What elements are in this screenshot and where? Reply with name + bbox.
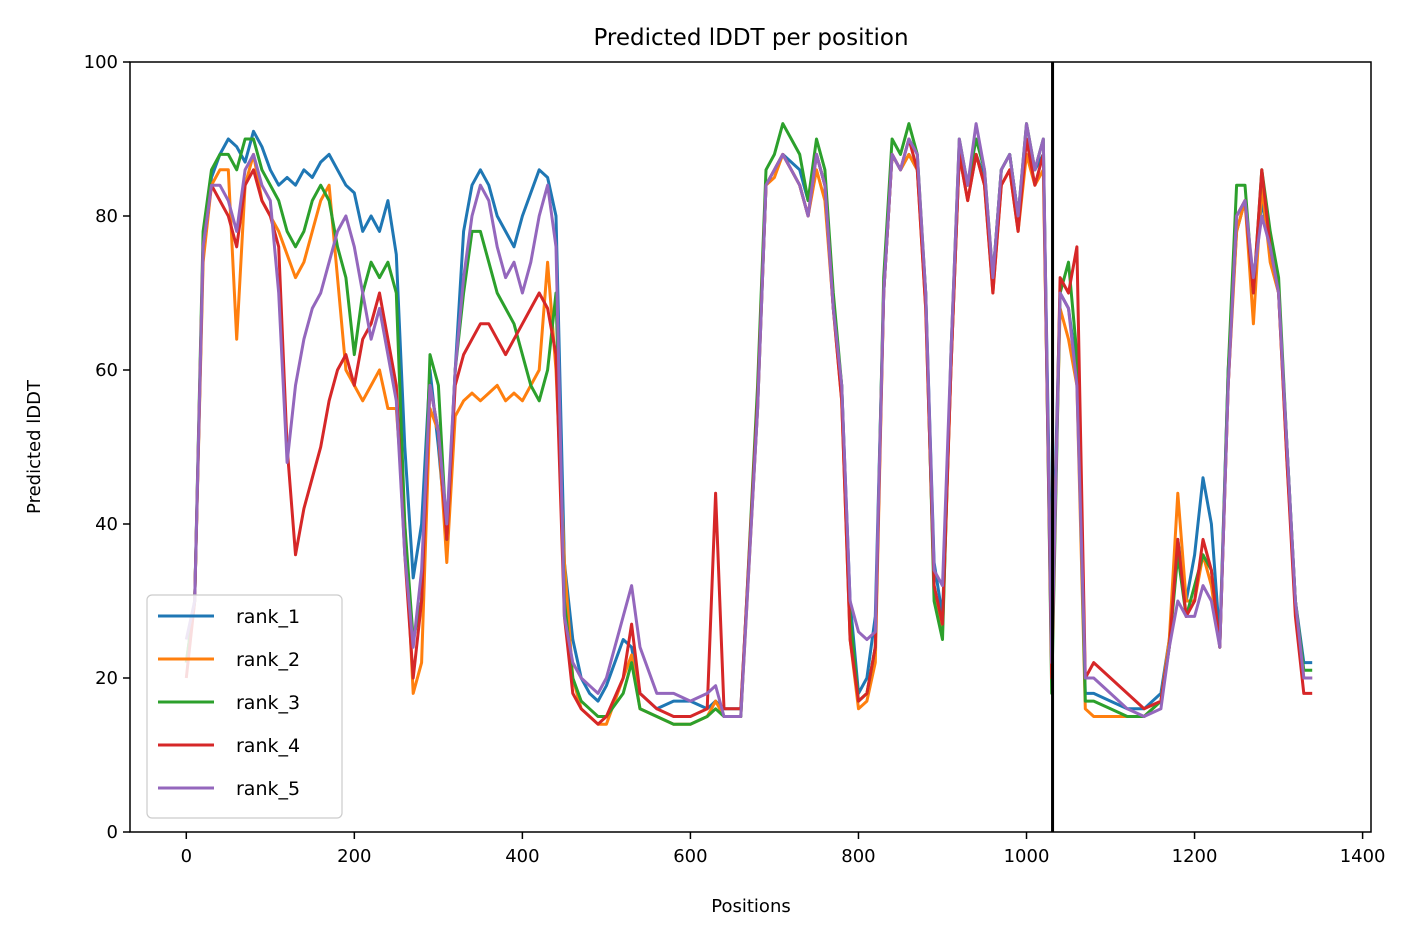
x-tick-label: 600 bbox=[673, 846, 707, 867]
series-line-rank_5 bbox=[184, 122, 1313, 718]
legend: rank_1 rank_2 rank_3 rank_4 rank_5 bbox=[146, 594, 343, 819]
x-tick-label: 1400 bbox=[1340, 846, 1386, 867]
x-tick-label: 1200 bbox=[1172, 846, 1218, 867]
axes-frame bbox=[129, 61, 1372, 833]
legend-box bbox=[146, 594, 343, 819]
chart-title: Predicted lDDT per position bbox=[593, 25, 908, 51]
legend-label-rank_1: rank_1 bbox=[236, 606, 300, 628]
x-tick-label: 800 bbox=[841, 846, 875, 867]
legend-label-rank_3: rank_3 bbox=[236, 692, 300, 714]
x-axis-label: Positions bbox=[711, 896, 790, 917]
legend-label-rank_5: rank_5 bbox=[236, 778, 300, 800]
y-tick-label: 60 bbox=[95, 360, 118, 381]
y-tick-label: 100 bbox=[84, 52, 118, 73]
x-tick-label: 200 bbox=[337, 846, 371, 867]
y-tick-label: 40 bbox=[95, 514, 118, 535]
y-axis-label: Predicted lDDT bbox=[24, 379, 45, 514]
x-tick-label: 1000 bbox=[1004, 846, 1050, 867]
axes: 0 200 400 600 800 1000 1200 1400 0 20 40 60 80 100 bbox=[84, 52, 1386, 867]
x-tick-label: 400 bbox=[505, 846, 539, 867]
y-tick-label: 20 bbox=[95, 668, 118, 689]
y-tick-label: 80 bbox=[95, 206, 118, 227]
y-tick-label: 0 bbox=[107, 822, 118, 843]
x-tick-label: 0 bbox=[181, 846, 192, 867]
legend-label-rank_2: rank_2 bbox=[236, 649, 300, 671]
plot-area bbox=[184, 62, 1313, 832]
legend-label-rank_4: rank_4 bbox=[236, 735, 300, 757]
